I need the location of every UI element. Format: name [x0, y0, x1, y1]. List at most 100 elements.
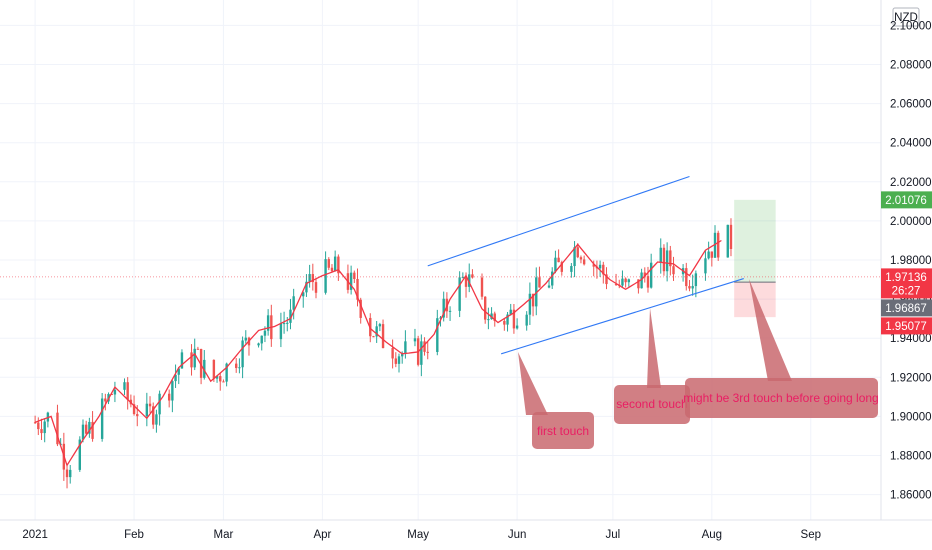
candle-body: [605, 274, 608, 285]
callout-first-touch-box[interactable]: [532, 412, 594, 449]
candle-body: [512, 309, 516, 329]
candle-body: [391, 348, 394, 359]
candle-body: [726, 224, 729, 258]
candle-body: [327, 259, 330, 268]
price-badge-label: 1.97136: [885, 272, 927, 284]
price-badge: [881, 268, 932, 299]
callout-third-touch-pointer: [749, 279, 792, 381]
y-tick-label: 2.00000: [890, 216, 932, 228]
candle-body: [148, 403, 152, 407]
candle-body: [554, 257, 557, 272]
candle-body: [458, 277, 461, 311]
candle-body: [225, 363, 228, 382]
candle-body: [196, 348, 200, 350]
candle-body: [707, 251, 710, 259]
x-tick-label: Apr: [313, 529, 331, 541]
candle-body: [592, 264, 595, 267]
candle-body: [43, 421, 46, 434]
x-tick-label: Sep: [801, 529, 821, 541]
y-tick-label: 1.86000: [890, 490, 932, 502]
candle-body: [190, 352, 193, 368]
candle-body: [713, 232, 717, 258]
candle-body: [640, 272, 643, 289]
callout-first-touch-pointer: [518, 352, 548, 415]
trend-channel[interactable]: [427, 176, 744, 355]
callout-third-touch-box[interactable]: [685, 378, 878, 418]
candle-body: [123, 382, 126, 390]
candle-body: [145, 403, 149, 417]
candle-body: [602, 264, 605, 275]
candle-body: [56, 412, 59, 445]
candle-body: [260, 335, 263, 344]
channel-upper-line[interactable]: [427, 176, 690, 267]
x-tick-label: Feb: [124, 529, 144, 541]
candle-body: [330, 267, 334, 272]
callout-second-touch-box[interactable]: [614, 385, 690, 424]
candle-body: [576, 247, 579, 258]
candle-body: [665, 250, 669, 272]
candle-body: [244, 337, 247, 341]
currency-label-box[interactable]: [892, 7, 920, 27]
candle-body: [279, 323, 283, 340]
candle-body: [487, 319, 490, 321]
candle-body: [88, 421, 91, 434]
candle-body: [177, 368, 180, 375]
y-tick-label: 1.92000: [890, 372, 932, 384]
candle-body: [266, 315, 270, 331]
candle-body: [515, 325, 519, 329]
candles: [33, 218, 733, 489]
y-tick-label: 1.88000: [890, 450, 932, 462]
channel-lower-line[interactable]: [500, 278, 744, 355]
candle-body: [551, 271, 554, 286]
candle-body: [212, 359, 216, 379]
candle-body: [91, 421, 94, 439]
price-badge-label: 2.01076: [885, 195, 927, 207]
candle-body: [199, 348, 203, 378]
callouts[interactable]: first touch second touch might be 3rd to…: [518, 279, 879, 449]
x-tick-label: May: [407, 529, 429, 541]
candle-body: [353, 272, 356, 279]
target-zone[interactable]: [734, 199, 776, 283]
candle-body: [359, 299, 362, 318]
candle-body: [471, 274, 474, 278]
candle-body: [404, 341, 407, 355]
candle-body: [691, 286, 694, 289]
candle-body: [84, 424, 88, 434]
candle-body: [222, 381, 225, 383]
candle-body: [531, 293, 535, 307]
candle-body: [356, 278, 359, 300]
candle-body: [397, 356, 401, 364]
candle-body: [381, 324, 385, 349]
y-tick-label: 2.08000: [890, 60, 932, 72]
x-tick-label: Jul: [606, 529, 621, 541]
candle-body: [152, 406, 155, 425]
candle-body: [614, 284, 618, 286]
y-tick-label: 2.02000: [890, 177, 932, 189]
callout-first-touch-text: first touch: [537, 424, 589, 438]
moving-average: [34, 239, 722, 467]
candle-body: [423, 341, 426, 352]
candle-body: [337, 256, 340, 274]
candle-body: [311, 274, 315, 283]
candle-body: [100, 398, 104, 439]
candle-body: [113, 389, 117, 395]
candle-body: [81, 424, 85, 440]
candle-body: [282, 323, 286, 325]
candle-body: [624, 278, 627, 283]
currency-label: NZD: [894, 12, 918, 24]
candle-body: [69, 469, 72, 478]
candle-body: [493, 313, 496, 321]
candle-body: [413, 338, 417, 342]
candle-body: [314, 282, 318, 293]
candle-body: [104, 398, 107, 402]
candle-body: [292, 296, 295, 310]
y-tick-label: 2.10000: [890, 20, 932, 32]
candle-body: [436, 318, 439, 352]
callout-third-touch-text: might be 3rd touch before going long: [683, 391, 878, 405]
callout-second-touch-pointer: [647, 308, 661, 388]
price-badge-label: 1.95077: [885, 321, 927, 333]
candle-body: [400, 354, 404, 357]
candle-body: [480, 277, 484, 297]
